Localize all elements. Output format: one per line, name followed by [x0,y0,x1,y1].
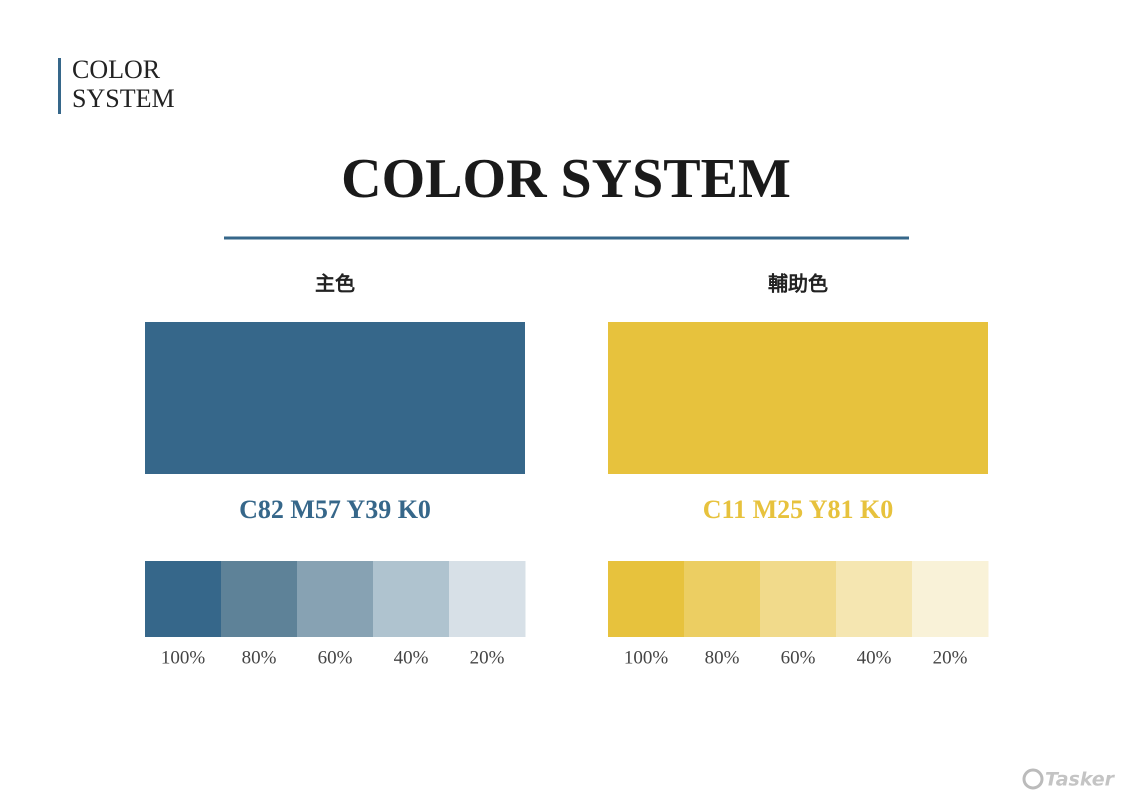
shade-label: 20% [470,647,505,668]
shade-swatch [145,561,222,637]
color-code: C82 M57 Y39 K0 [239,495,431,524]
shade-swatch [760,561,837,637]
palette-label: 主色 [315,272,355,296]
main-swatch [145,322,525,474]
shade-label: 60% [318,647,353,668]
shade-swatch [912,561,989,637]
palette-label: 輔助色 [768,272,828,296]
shade-swatch [221,561,298,637]
shade-label: 20% [933,647,968,668]
shade-swatch [836,561,913,637]
shade-swatch [608,561,685,637]
color-code: C11 M25 Y81 K0 [703,495,893,524]
shade-label: 100% [161,647,206,668]
shade-label: 100% [624,647,669,668]
shade-label: 80% [705,647,740,668]
shade-swatch [684,561,761,637]
shade-label: 40% [857,647,892,668]
shade-label: 80% [242,647,277,668]
main-swatch [608,322,988,474]
shade-swatch [449,561,526,637]
shade-swatch [373,561,450,637]
shade-swatch [297,561,374,637]
title: COLOR SYSTEM [341,148,791,210]
header-line: SYSTEM [72,84,175,113]
shade-label: 40% [394,647,429,668]
watermark: Tasker [1045,769,1116,791]
shade-label: 60% [781,647,816,668]
header-bar [58,58,61,114]
watermark-icon [1022,768,1044,790]
header-line: COLOR [72,55,161,84]
